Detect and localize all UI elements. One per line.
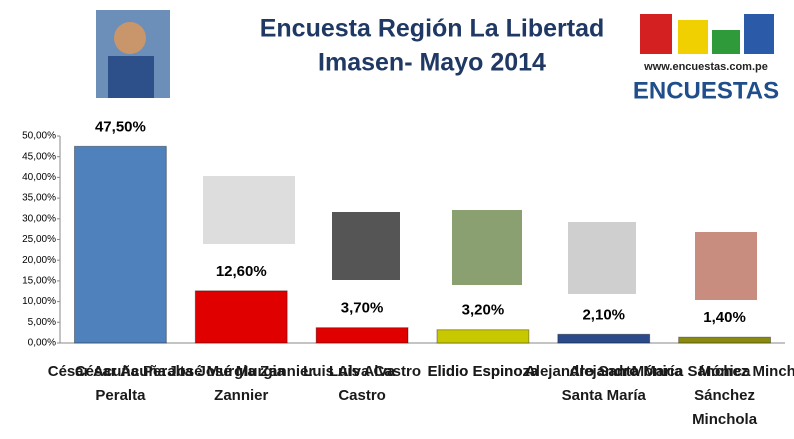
- value-label: 2,10%: [582, 306, 625, 323]
- photo: [96, 10, 170, 98]
- chart-title: Encuesta Región La Libertad: [260, 15, 605, 43]
- logo-url: www.encuestas.com.pe: [643, 61, 768, 73]
- y-tick-label: 5,00%: [28, 317, 56, 328]
- value-label: 3,20%: [462, 302, 505, 319]
- value-label: 47,50%: [95, 118, 146, 135]
- bar: [436, 329, 530, 344]
- photos: [203, 176, 757, 300]
- y-tick-label: 10,00%: [22, 296, 56, 307]
- bar: [678, 336, 772, 344]
- x-tick-label: Luis Alva CastroLuis Alva Castro: [303, 363, 421, 404]
- value-label: 3,70%: [341, 300, 384, 317]
- bar: [194, 290, 288, 344]
- value-label: 1,40%: [703, 309, 746, 326]
- bar: [74, 145, 167, 344]
- y-tick-label: 30,00%: [22, 213, 56, 224]
- y-tick-label: 50,00%: [22, 131, 56, 142]
- x-tick-label: José Murgia ZannierJosé Murgia Zannier: [168, 363, 314, 404]
- bar: [557, 333, 651, 344]
- y-tick-label: 40,00%: [22, 172, 56, 183]
- logo: www.encuestas.com.pe ENCUESTAS: [633, 14, 779, 104]
- y-tick-label: 35,00%: [22, 193, 56, 204]
- chart-subtitle: Imasen- Mayo 2014: [318, 49, 546, 77]
- y-tick-label: 45,00%: [22, 151, 56, 162]
- bar: [315, 327, 409, 344]
- x-tick-label: Elidio EspinozaElidio Espinoza: [427, 363, 539, 380]
- y-tick-label: 25,00%: [22, 234, 56, 245]
- value-label: 12,60%: [216, 263, 267, 280]
- y-tick-label: 0,00%: [28, 338, 56, 349]
- y-tick-label: 15,00%: [22, 276, 56, 287]
- logo-name: ENCUESTAS: [633, 77, 779, 104]
- y-tick-label: 20,00%: [22, 255, 56, 266]
- x-tick-label: Mónica Sánchez MincholaMónicaSánchezMinc…: [632, 363, 794, 428]
